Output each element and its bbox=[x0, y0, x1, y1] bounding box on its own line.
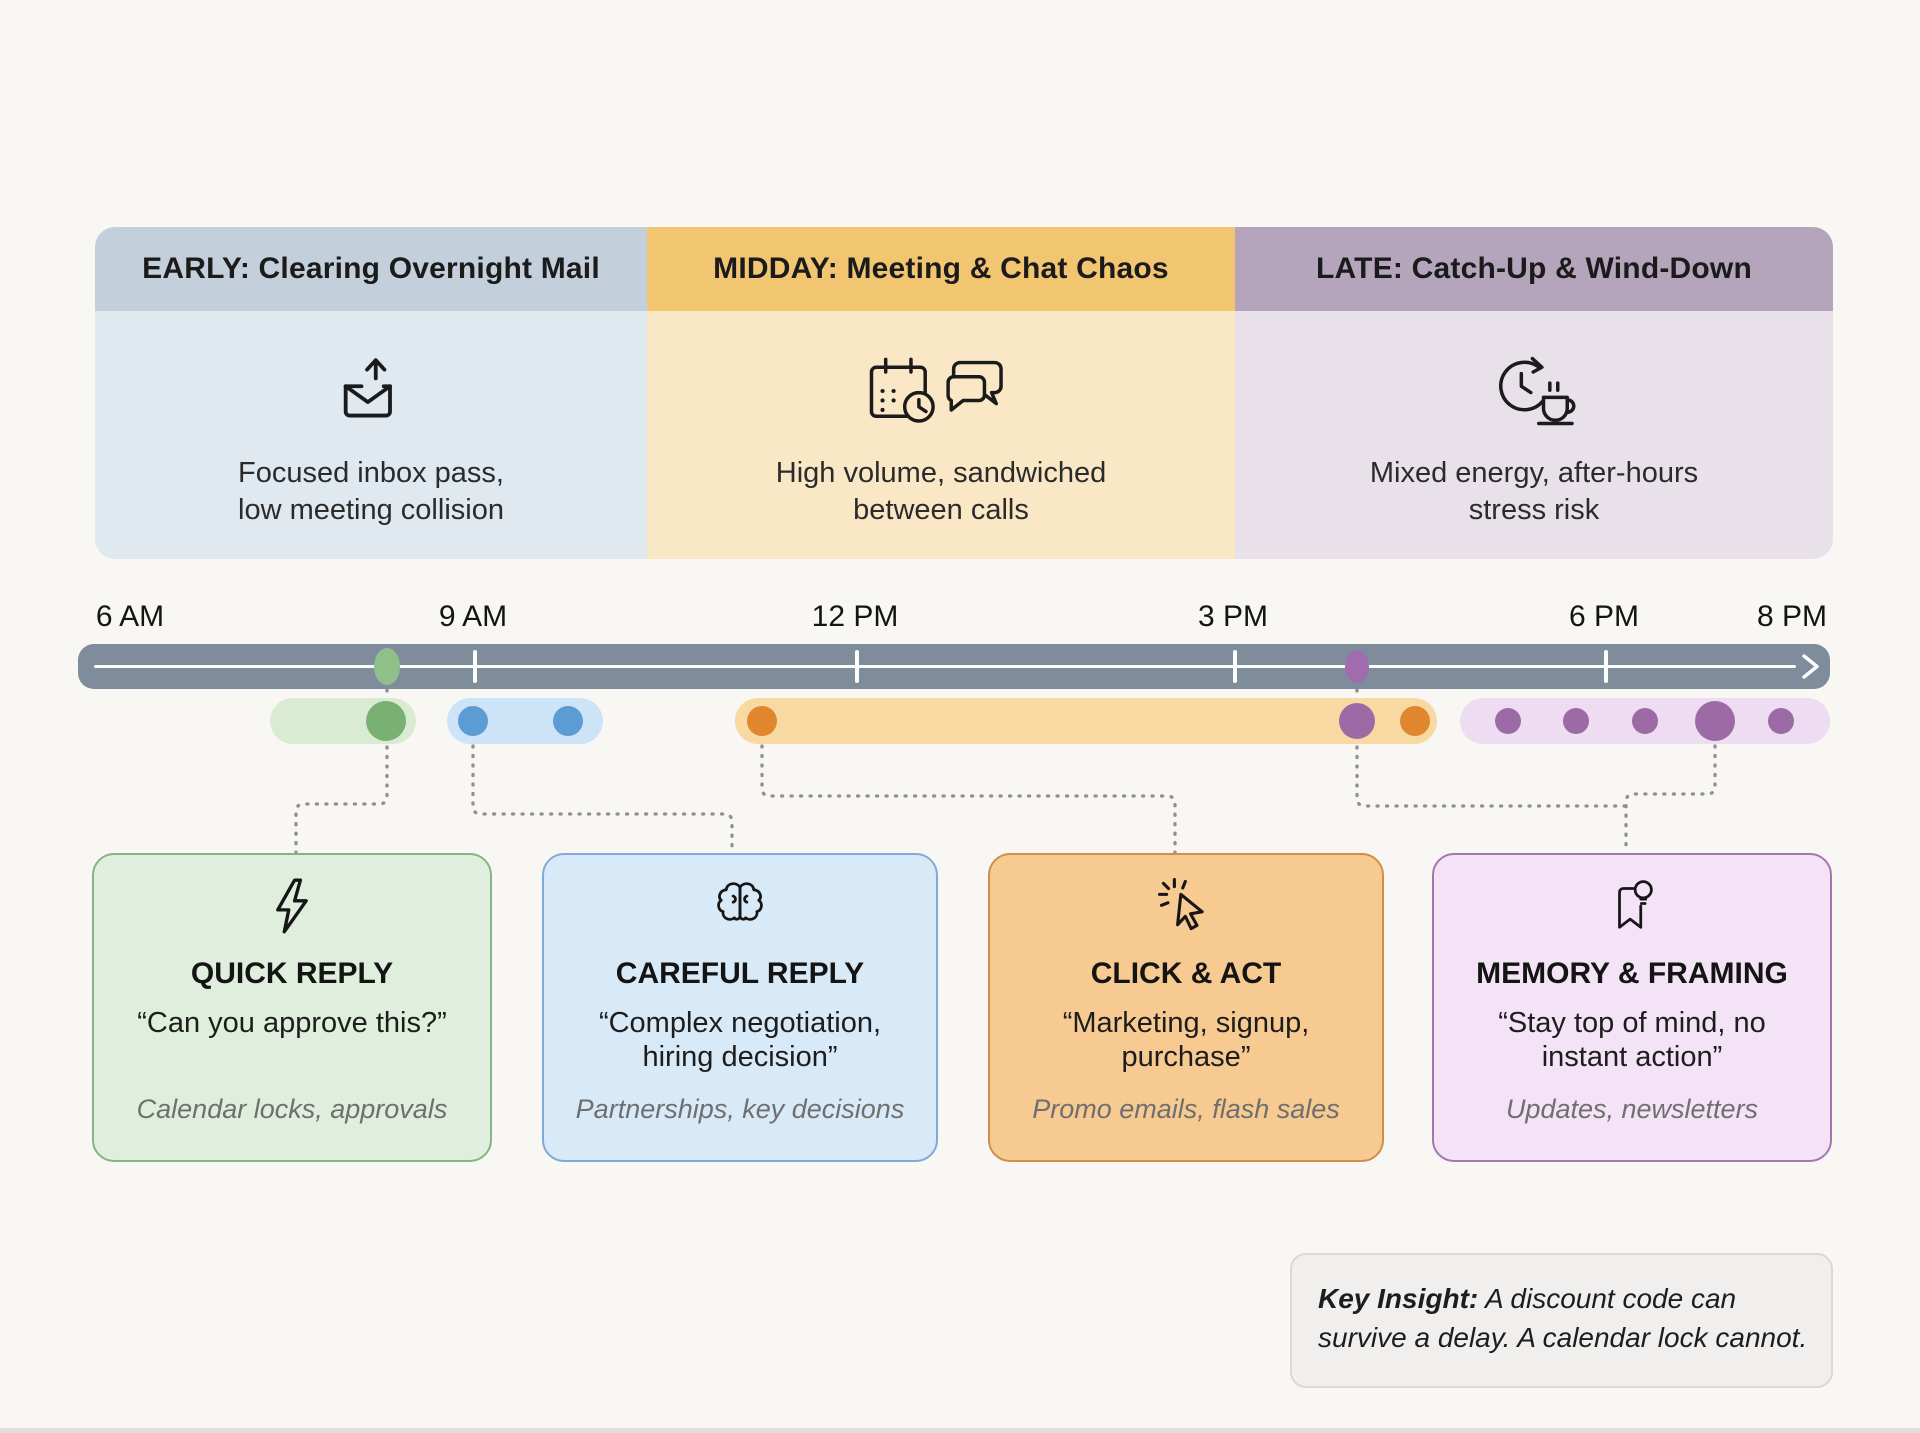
tick-3pm bbox=[1233, 650, 1237, 683]
card-quote: “Can you approve this?” bbox=[137, 1007, 447, 1039]
purple-dot-large bbox=[1695, 701, 1735, 741]
card-subtitle: Updates, newsletters bbox=[1505, 1094, 1759, 1124]
purple-dot bbox=[1495, 708, 1521, 734]
phase-early-title: EARLY: Clearing Overnight Mail bbox=[95, 227, 647, 311]
cursor-click-icon bbox=[990, 875, 1382, 937]
bar-marker-purple bbox=[1345, 650, 1369, 683]
tick-12pm bbox=[855, 650, 859, 683]
card-careful-reply: CAREFUL REPLY “Complex negotiation, hiri… bbox=[542, 853, 938, 1162]
key-insight-box: Key Insight: A discount code can survive… bbox=[1290, 1253, 1833, 1388]
phase-late-description: Mixed energy, after-hours stress risk bbox=[1369, 457, 1699, 526]
orange-dot bbox=[1400, 706, 1430, 736]
card-subtitle: Promo emails, flash sales bbox=[1032, 1094, 1340, 1124]
cluster-pill-midday-orange bbox=[735, 698, 1437, 744]
phase-early-description: Focused inbox pass, low meeting collisio… bbox=[238, 457, 504, 526]
phase-band-late: LATE: Catch-Up & Wind-Down Mixed energy,… bbox=[1235, 227, 1833, 559]
phase-band-midday: MIDDAY: Meeting & Chat Chaos bbox=[647, 227, 1235, 559]
card-memory-framing: MEMORY & FRAMING “Stay top of mind, no i… bbox=[1432, 853, 1832, 1162]
scan-edge bbox=[0, 1428, 1920, 1433]
phase-band-early: EARLY: Clearing Overnight Mail Focused i… bbox=[95, 227, 647, 559]
card-title: MEMORY & FRAMING bbox=[1476, 957, 1788, 990]
green-dot bbox=[366, 701, 406, 741]
time-label-8pm: 8 PM bbox=[1756, 600, 1828, 633]
key-insight-line1: Key Insight: A discount code can bbox=[1318, 1283, 1737, 1314]
cluster-pill-early-green bbox=[270, 698, 416, 744]
card-quote: “Marketing, signup, purchase” bbox=[1062, 1007, 1310, 1073]
purple-dot bbox=[1563, 708, 1589, 734]
blue-dot bbox=[458, 706, 488, 736]
brain-icon bbox=[544, 875, 936, 937]
timeline-axis-line bbox=[94, 665, 1796, 668]
tick-6pm bbox=[1604, 650, 1608, 683]
card-subtitle: Partnerships, key decisions bbox=[575, 1094, 905, 1124]
lightning-icon bbox=[94, 875, 490, 937]
timeline-bar bbox=[78, 644, 1830, 689]
time-label-12pm: 12 PM bbox=[811, 600, 899, 633]
phase-midday-title: MIDDAY: Meeting & Chat Chaos bbox=[647, 227, 1235, 311]
card-quote: “Complex negotiation, hiring decision” bbox=[598, 1007, 882, 1073]
bar-marker-green bbox=[374, 648, 400, 685]
bookmark-bulb-icon bbox=[1434, 875, 1830, 937]
arrow-head-icon bbox=[1802, 654, 1819, 679]
tick-9am bbox=[473, 650, 477, 683]
purple-dot bbox=[1339, 703, 1375, 739]
card-click-act: CLICK & ACT “Marketing, signup, purchase… bbox=[988, 853, 1384, 1162]
orange-dot bbox=[747, 706, 777, 736]
card-title: CLICK & ACT bbox=[1090, 957, 1282, 990]
card-quote: “Stay top of mind, no instant action” bbox=[1498, 1007, 1766, 1073]
time-label-9am: 9 AM bbox=[438, 600, 508, 633]
key-insight-line2: survive a delay. A calendar lock cannot. bbox=[1318, 1322, 1808, 1353]
key-insight-label: Key Insight: bbox=[1318, 1283, 1479, 1314]
phase-late-title: LATE: Catch-Up & Wind-Down bbox=[1235, 227, 1833, 311]
time-label-6am: 6 AM bbox=[95, 600, 165, 633]
cluster-pill-evening-purple bbox=[1460, 698, 1830, 744]
blue-dot bbox=[553, 706, 583, 736]
purple-dot bbox=[1632, 708, 1658, 734]
time-label-3pm: 3 PM bbox=[1197, 600, 1269, 633]
cluster-pill-morning-blue bbox=[447, 698, 603, 744]
card-subtitle: Calendar locks, approvals bbox=[136, 1094, 448, 1124]
mail-send-icon bbox=[333, 353, 409, 429]
calendar-clock-chat-icon bbox=[862, 353, 1020, 429]
card-title: CAREFUL REPLY bbox=[615, 957, 865, 990]
purple-dot bbox=[1768, 708, 1794, 734]
card-quick-reply: QUICK REPLY “Can you approve this?” Cale… bbox=[92, 853, 492, 1162]
time-label-6pm: 6 PM bbox=[1568, 600, 1640, 633]
clock-coffee-icon bbox=[1488, 353, 1580, 429]
card-title: QUICK REPLY bbox=[190, 957, 394, 990]
phase-midday-description: High volume, sandwiched between calls bbox=[775, 457, 1107, 526]
